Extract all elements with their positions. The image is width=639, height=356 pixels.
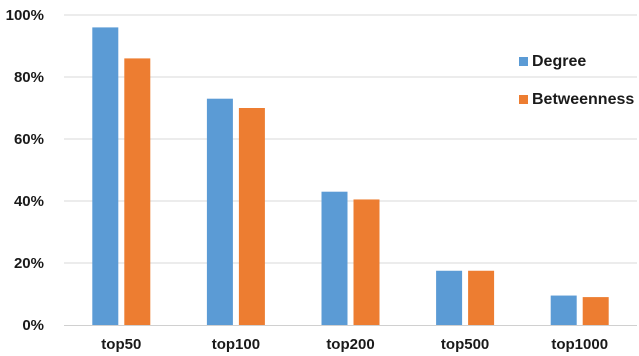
x-tick-label: top50 (101, 336, 141, 353)
bar-degree-top200 (321, 191, 348, 325)
bar-betweenness-top1000 (582, 297, 609, 325)
y-tick-label: 20% (14, 255, 44, 272)
legend: Degree Betweenness (519, 53, 634, 108)
y-tick-label: 40% (14, 193, 44, 210)
y-tick-label: 80% (14, 69, 44, 86)
bar-degree-top500 (436, 270, 463, 325)
bar-betweenness-top100 (238, 108, 265, 325)
bar-degree-top100 (206, 98, 233, 325)
y-tick-label: 60% (14, 131, 44, 148)
bar-betweenness-top200 (353, 199, 380, 325)
bar-betweenness-top500 (468, 270, 495, 325)
legend-swatch-betweenness (519, 95, 528, 104)
x-tick-label: top500 (441, 336, 489, 353)
y-tick-label: 0% (22, 317, 44, 334)
bar-degree-top1000 (550, 295, 577, 325)
legend-swatch-degree (519, 57, 528, 66)
gridlines (64, 14, 637, 264)
bars (92, 27, 609, 326)
bar-degree-top50 (92, 27, 119, 326)
x-tick-label: top200 (326, 336, 374, 353)
x-tick-labels: top50 top100 top200 top500 top1000 (101, 336, 608, 353)
y-tick-label: 100% (6, 7, 44, 24)
bar-betweenness-top50 (124, 58, 151, 326)
x-tick-label: top1000 (551, 336, 608, 353)
x-tick-label: top100 (212, 336, 260, 353)
legend-label-degree: Degree (532, 53, 586, 70)
legend-label-betweenness: Betweenness (532, 91, 634, 108)
y-tick-labels: 0% 20% 40% 60% 80% 100% (6, 7, 44, 334)
